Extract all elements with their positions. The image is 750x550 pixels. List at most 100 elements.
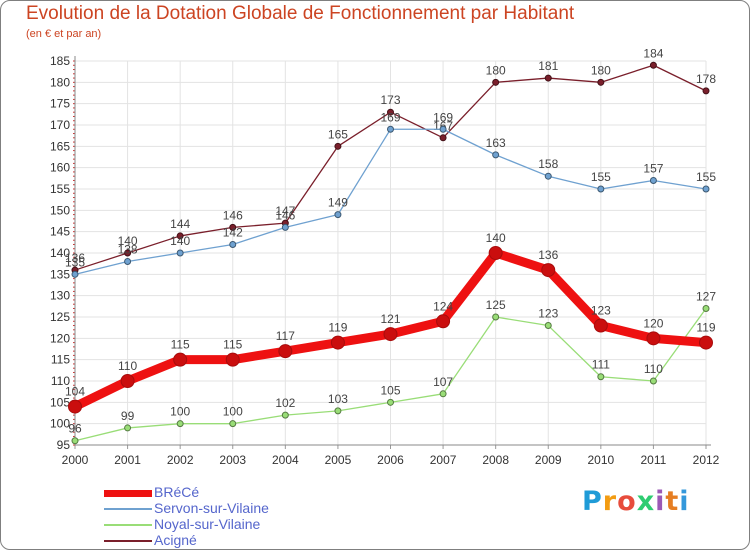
logo-letter: P: [582, 486, 603, 517]
data-label-br-c: 136: [538, 248, 558, 262]
data-label-servon-sur-vilaine: 149: [328, 196, 348, 210]
data-point-acign: [649, 61, 657, 69]
data-label-servon-sur-vilaine: 135: [65, 255, 85, 269]
legend-swatch-noyal-sur-vilaine: [104, 524, 152, 526]
data-point-br-c: [120, 374, 135, 388]
data-label-noyal-sur-vilaine: 103: [328, 392, 348, 406]
data-label-noyal-sur-vilaine: 102: [275, 396, 295, 410]
data-label-servon-sur-vilaine: 163: [486, 136, 506, 150]
y-tick-label: 160: [50, 161, 70, 175]
y-tick-label: 140: [50, 246, 70, 260]
legend-swatch-br-c: [104, 490, 152, 497]
x-tick-label: 2005: [325, 453, 352, 467]
data-point-servon-sur-vilaine: [281, 223, 289, 231]
logo-letter: x: [636, 486, 656, 517]
data-label-servon-sur-vilaine: 155: [696, 170, 716, 184]
y-tick-label: 110: [51, 374, 70, 388]
data-label-servon-sur-vilaine: 140: [170, 234, 190, 248]
data-label-servon-sur-vilaine: 146: [275, 208, 295, 222]
data-label-acign: 173: [380, 93, 400, 107]
data-point-br-c: [593, 318, 608, 333]
data-point-acign: [229, 223, 237, 231]
y-tick-label: 150: [50, 203, 70, 217]
data-point-acign: [387, 108, 394, 116]
data-point-br-c: [383, 327, 398, 342]
x-tick-label: 2012: [693, 453, 720, 467]
data-point-servon-sur-vilaine: [124, 258, 132, 266]
data-label-servon-sur-vilaine: 142: [223, 225, 243, 239]
data-point-acign: [492, 78, 500, 86]
data-point-servon-sur-vilaine: [176, 249, 184, 257]
x-tick-label: 2007: [430, 453, 457, 467]
data-label-acign: 146: [223, 208, 243, 222]
data-label-noyal-sur-vilaine: 107: [433, 375, 453, 389]
legend-label-servon-sur-vilaine: Servon-sur-Vilaine: [154, 500, 269, 516]
data-point-servon-sur-vilaine: [544, 172, 552, 180]
x-tick-label: 2004: [272, 453, 299, 467]
data-point-acign: [597, 78, 605, 86]
data-point-br-c: [436, 314, 451, 329]
data-label-servon-sur-vilaine: 169: [380, 110, 400, 124]
data-label-br-c: 140: [486, 231, 506, 245]
data-point-servon-sur-vilaine: [649, 176, 657, 184]
data-label-br-c: 104: [65, 385, 85, 399]
data-point-noyal-sur-vilaine: [597, 373, 605, 381]
data-label-noyal-sur-vilaine: 111: [592, 358, 611, 372]
x-tick-label: 2003: [219, 453, 246, 467]
data-label-br-c: 119: [328, 321, 347, 335]
data-point-noyal-sur-vilaine: [649, 377, 657, 385]
data-label-noyal-sur-vilaine: 105: [380, 383, 400, 397]
x-tick-label: 2011: [641, 453, 667, 467]
data-label-servon-sur-vilaine: 138: [118, 243, 138, 257]
data-point-servon-sur-vilaine: [702, 185, 710, 193]
y-tick-label: 120: [50, 331, 70, 345]
data-point-acign: [439, 134, 447, 142]
data-label-noyal-sur-vilaine: 125: [486, 298, 506, 312]
y-tick-label: 125: [50, 310, 70, 324]
data-label-br-c: 110: [118, 359, 137, 373]
y-tick-label: 170: [50, 118, 70, 132]
logo-letter: r: [602, 486, 618, 517]
chart-subtitle: (en € et par an): [26, 28, 102, 40]
data-point-noyal-sur-vilaine: [702, 304, 710, 312]
x-tick-label: 2002: [167, 453, 194, 467]
data-point-noyal-sur-vilaine: [124, 424, 132, 432]
data-point-br-c: [646, 331, 661, 346]
y-tick-label: 180: [50, 75, 70, 89]
data-point-acign: [544, 74, 552, 82]
x-tick-label: 2000: [62, 453, 89, 467]
data-point-noyal-sur-vilaine: [544, 322, 552, 330]
logo-letter: i: [655, 486, 666, 517]
data-label-br-c: 115: [223, 338, 242, 352]
y-tick-label: 175: [50, 97, 70, 111]
y-tick-label: 130: [50, 289, 70, 303]
data-label-acign: 140: [118, 234, 138, 248]
data-label-br-c: 121: [380, 312, 400, 326]
data-label-acign: 184: [643, 46, 663, 60]
data-point-br-c: [330, 335, 345, 350]
data-label-acign: 136: [65, 251, 85, 265]
data-point-br-c: [225, 352, 240, 367]
data-label-servon-sur-vilaine: 169: [433, 110, 453, 124]
data-label-br-c: 117: [276, 329, 295, 343]
data-label-servon-sur-vilaine: 155: [591, 170, 611, 184]
data-point-noyal-sur-vilaine: [492, 313, 500, 321]
data-label-noyal-sur-vilaine: 100: [170, 405, 190, 419]
legend-label-br-c: BRéCé: [154, 484, 200, 500]
data-point-servon-sur-vilaine: [334, 211, 342, 219]
data-point-noyal-sur-vilaine: [71, 437, 79, 445]
data-point-acign: [124, 249, 132, 257]
data-label-acign: 180: [486, 63, 506, 77]
logo-letter: t: [665, 486, 680, 517]
data-point-br-c: [173, 352, 188, 367]
legend-label-noyal-sur-vilaine: Noyal-sur-Vilaine: [154, 516, 261, 532]
x-tick-label: 2009: [535, 453, 562, 467]
data-label-br-c: 120: [643, 316, 663, 330]
data-point-br-c: [278, 344, 293, 359]
data-point-acign: [702, 87, 710, 95]
data-point-acign: [176, 232, 184, 240]
data-point-noyal-sur-vilaine: [281, 411, 289, 419]
data-point-servon-sur-vilaine: [597, 185, 605, 193]
x-tick-label: 2010: [587, 453, 614, 467]
